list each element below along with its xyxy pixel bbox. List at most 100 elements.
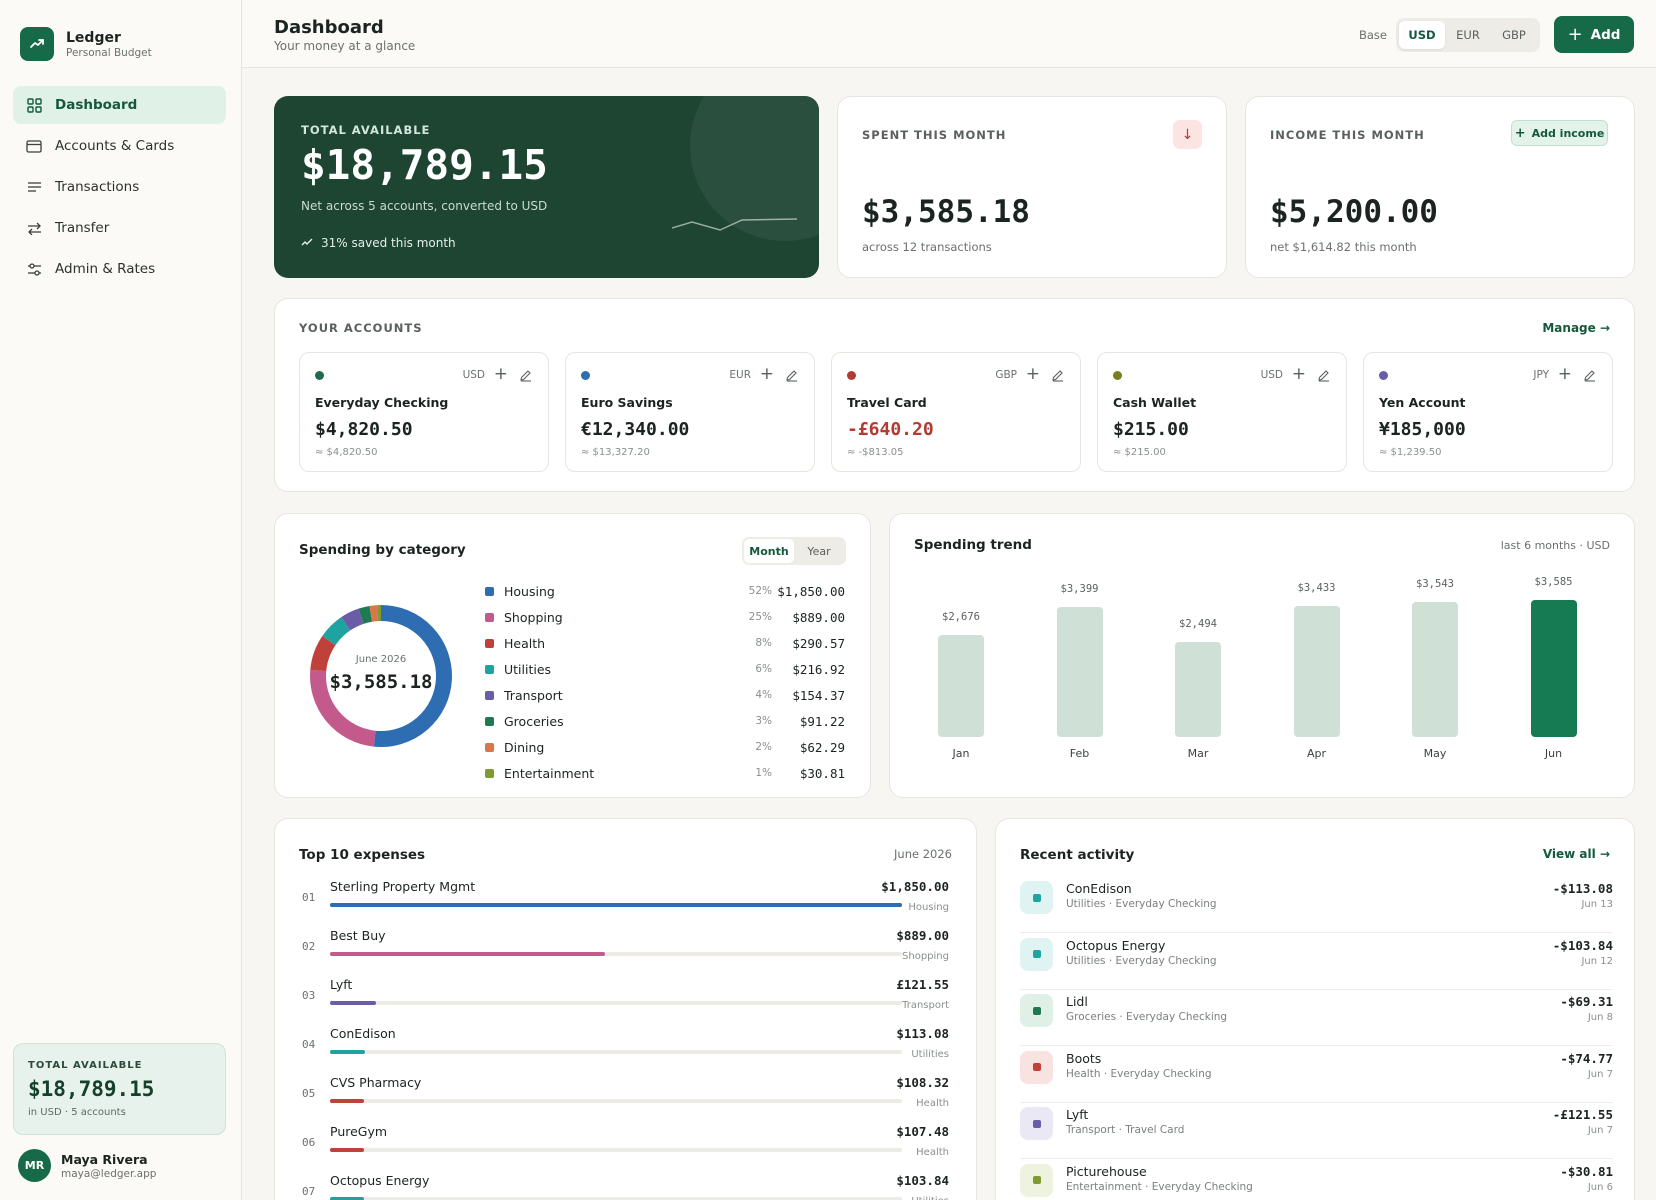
tab-year[interactable]: Year [807,544,831,558]
sidebar-item-transactions[interactable]: Transactions [13,168,226,206]
legend-amount: $30.81 [799,765,845,781]
sidebar-item-dashboard[interactable]: Dashboard [13,86,226,124]
expense-name: ConEdison [330,1026,396,1041]
donut-slice-housing[interactable] [373,605,452,747]
add-to-account-icon[interactable]: + [1025,364,1040,384]
category-icon [1020,994,1053,1027]
donut-slice-health[interactable] [310,636,336,672]
legend-row[interactable]: Shopping 25% $889.00 [485,604,845,630]
sidebar-item-label: Dashboard [55,97,138,113]
expense-row[interactable]: 05 CVS Pharmacy $108.32 Health [299,1075,949,1124]
expense-row[interactable]: 07 Octopus Energy $103.84 Utilities [299,1173,949,1200]
add-button[interactable]: + Add [1554,16,1634,53]
edit-icon[interactable] [1317,367,1330,386]
currency-usd[interactable]: USD [1399,21,1445,49]
trend-month-label: Feb [1069,747,1090,760]
trend-bar-jan[interactable] [938,635,984,737]
activity-sub: Groceries · Everyday Checking [1066,1011,1228,1023]
activity-row[interactable]: ConEdison Utilities · Everyday Checking -$… [1020,877,1613,933]
donut-slice-groceries[interactable] [358,605,373,624]
trend-bar-apr[interactable] [1293,606,1340,737]
saved-note: 31% saved this month [301,236,456,250]
account-color-dot [1113,371,1122,380]
donut-slice-shopping[interactable] [310,669,376,747]
account-card[interactable]: EUR + Euro Savings €12,340.00 ≈ $13,327.20 [565,352,815,472]
account-card[interactable]: GBP + Travel Card -£640.20 ≈ -$813.05 [831,352,1081,472]
sidebar-item-label: Accounts & Cards [55,138,175,154]
account-balance: €12,340.00 [581,419,690,440]
legend-amount: $91.22 [799,713,845,729]
legend-row[interactable]: Groceries 3% $91.22 [485,708,845,734]
activity-date: Jun 13 [1581,899,1613,910]
activity-row[interactable]: Lyft Transport · Travel Card -£121.55 Jun 7 [1020,1103,1613,1159]
tab-month[interactable]: Month [744,539,794,563]
add-to-account-icon[interactable]: + [759,364,774,384]
view-all-link[interactable]: View all → [1542,847,1610,861]
edit-icon[interactable] [519,367,532,386]
expense-row[interactable]: 03 Lyft £121.55 Transport [299,977,949,1026]
trend-bar-feb[interactable] [1056,607,1103,737]
trend-bar-value: $3,585 [1534,576,1573,588]
account-card[interactable]: JPY + Yen Account ¥185,000 ≈ $1,239.50 [1363,352,1613,472]
expense-category: Utilities [911,1196,949,1200]
sidebar-total-label: TOTAL AVAILABLE [28,1060,143,1071]
edit-icon[interactable] [1583,367,1596,386]
activity-row[interactable]: Octopus Energy Utilities · Everyday Check… [1020,934,1613,990]
donut-slice-transport[interactable] [341,608,364,631]
total-value: $18,789.15 [301,141,548,189]
currency-eur[interactable]: EUR [1456,28,1480,42]
brand[interactable]: Ledger Personal Budget [20,27,152,61]
activity-row[interactable]: Boots Health · Everyday Checking -$74.77 Ju… [1020,1047,1613,1103]
legend-row[interactable]: Transport 4% $154.37 [485,682,845,708]
edit-icon[interactable] [1051,367,1064,386]
sidebar-item-admin[interactable]: Admin & Rates [13,250,226,288]
account-card[interactable]: USD + Everyday Checking $4,820.50 ≈ $4,820.5… [299,352,549,472]
add-income-button[interactable]: + Add income [1511,120,1608,146]
activity-row[interactable]: Lidl Groceries · Everyday Checking -$69.31… [1020,990,1613,1046]
recent-activity-card: Recent activity View all → ConEdison Util… [995,818,1635,1200]
expense-row[interactable]: 06 PureGym $107.48 Health [299,1124,949,1173]
legend-row[interactable]: Housing 52% $1,850.00 [485,578,845,604]
legend-row[interactable]: Entertainment 1% $30.81 [485,760,845,786]
header: Dashboard Your money at a glance Base US… [242,0,1656,68]
legend-row[interactable]: Utilities 6% $216.92 [485,656,845,682]
total-available-card: TOTAL AVAILABLE $18,789.15 Net across 5 … [274,96,819,278]
expense-name: PureGym [330,1124,388,1139]
sidebar-item-accounts[interactable]: Accounts & Cards [13,127,226,165]
add-to-account-icon[interactable]: + [493,364,508,384]
expense-row[interactable]: 01 Sterling Property Mgmt $1,850.00 Housing [299,879,949,928]
manage-link[interactable]: Manage → [1542,321,1610,335]
edit-icon[interactable] [785,367,798,386]
expense-bar-fill [330,1099,365,1103]
expense-bar-track [330,1050,902,1054]
sidebar-item-transfer[interactable]: Transfer [13,209,226,247]
legend-pct: 8% [755,637,772,649]
legend-pct: 4% [755,689,772,701]
expense-amount: $103.84 [896,1173,949,1188]
currency-gbp[interactable]: GBP [1502,28,1526,42]
expense-category: Housing [908,902,949,913]
expenses-date: June 2026 [894,847,952,861]
expense-row[interactable]: 02 Best Buy $889.00 Shopping [299,928,949,977]
legend-row[interactable]: Dining 2% $62.29 [485,734,845,760]
activity-row[interactable]: Picturehouse Entertainment · Everyday Che… [1020,1160,1613,1200]
legend-row[interactable]: Health 8% $290.57 [485,630,845,656]
donut-slice-dining[interactable] [369,605,379,622]
expense-rank: 05 [302,1087,316,1100]
account-card[interactable]: USD + Cash Wallet $215.00 ≈ $215.00 [1097,352,1347,472]
trend-bar-jun[interactable] [1530,600,1577,737]
expense-name: Lyft [330,977,353,992]
account-color-dot [315,371,324,380]
trend-bar-mar[interactable] [1175,642,1221,737]
donut-slice-utilities[interactable] [322,617,351,646]
list-icon [25,178,43,196]
sidebar-total-card: TOTAL AVAILABLE $18,789.15 in USD · 5 ac… [13,1043,226,1135]
trend-bar-may[interactable] [1412,602,1458,737]
add-to-account-icon[interactable]: + [1557,364,1572,384]
add-to-account-icon[interactable]: + [1291,364,1306,384]
plus-icon: + [1514,125,1526,141]
trend-bar-value: $2,494 [1179,618,1217,630]
expense-row[interactable]: 04 ConEdison $113.08 Utilities [299,1026,949,1075]
user-profile[interactable]: MR Maya Rivera maya@ledger.app [18,1149,156,1182]
activity-amount: -$69.31 [1560,994,1613,1009]
